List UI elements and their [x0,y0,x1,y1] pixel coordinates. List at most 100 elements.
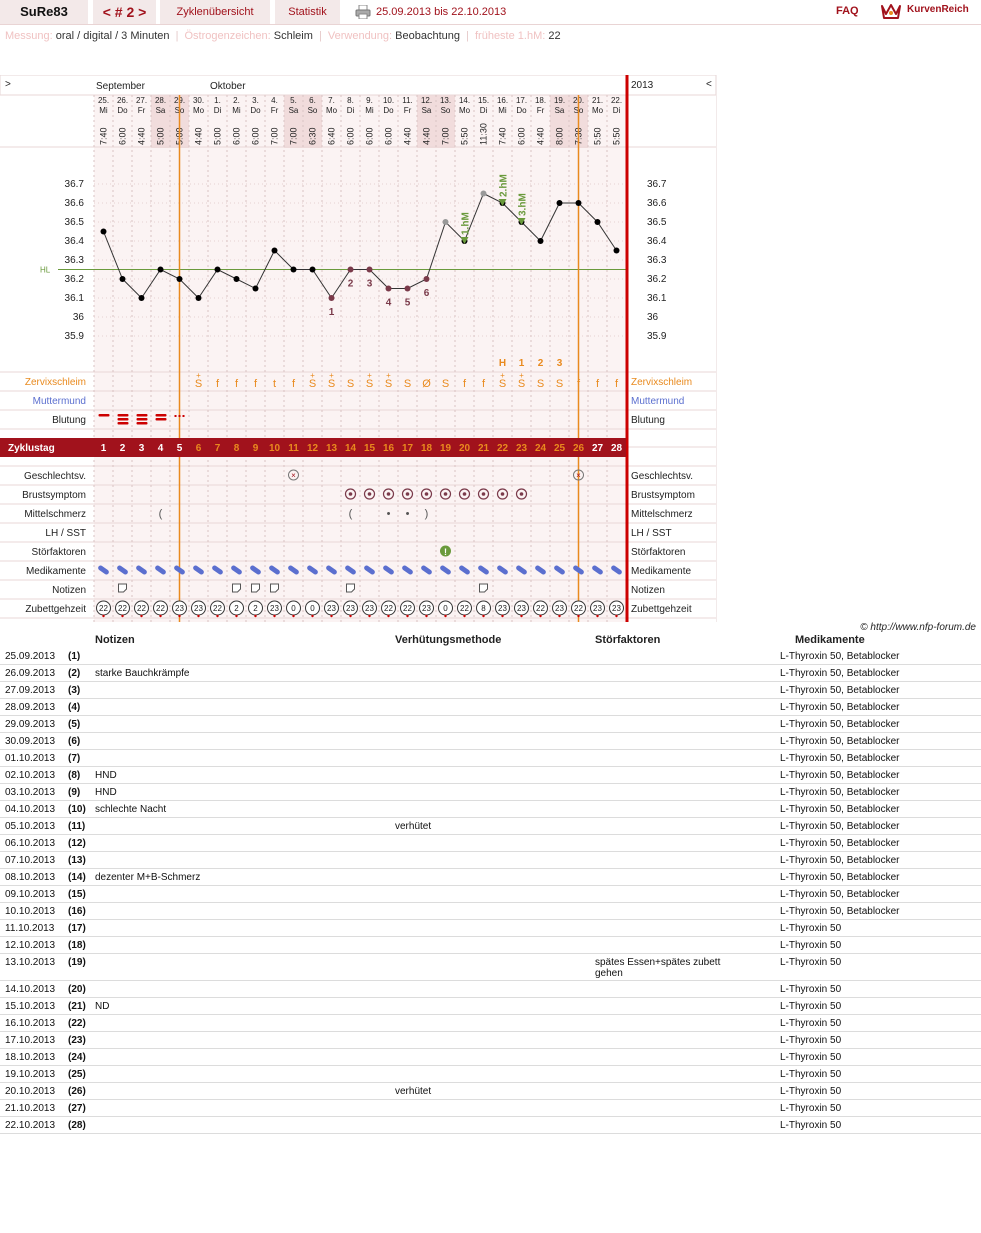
table-row: 26.09.2013 (2) starke Bauchkrämpfe L-Thyrox… [0,664,981,682]
row-date: 15.10.2013 [5,1001,56,1012]
day-date: 30. [193,96,204,105]
bleeding-spot [182,415,185,417]
row-number: (19) [68,957,86,968]
medication-pill-icon [307,565,318,575]
hm-label: früheste 1.hM: [474,30,546,42]
day-weekday: Mi [498,106,507,115]
note-icon [270,583,279,593]
day-weekday: Di [214,106,222,115]
cycle-day-number: 28 [611,443,623,454]
row-medication: L-Thyroxin 50 [780,1069,842,1080]
row-note: HND [95,787,117,798]
separator: | [318,30,322,42]
kurvenreich-logo[interactable]: KurvenReich [880,2,969,20]
cycle-day-number: 12 [307,443,319,454]
cycle-day-number: 5 [177,443,183,454]
row-label-left: Medikamente [26,566,86,577]
cycle-day-number: 4 [158,443,164,454]
row-number: (2) [68,668,81,679]
bedtime-marker [178,614,181,618]
day-date: 16. [497,96,508,105]
intercourse-x: × [576,471,581,480]
cycle-nav[interactable]: < # 2 > [93,0,156,24]
table-row: 19.10.2013 (25) L-Thyroxin 50 [0,1065,981,1083]
row-date: 21.10.2013 [5,1103,56,1114]
table-row: 03.10.2013 (9) HND L-Thyroxin 50, Betablock… [0,783,981,801]
weekend-column [417,95,436,148]
header-medikamente: Medikamente [795,634,865,646]
row-number: (4) [68,702,81,713]
tab-cycle-overview[interactable]: Zyklenübersicht [160,0,270,24]
cervix-plus: + [329,371,334,380]
day-date: 19. [554,96,565,105]
day-date: 8. [347,96,354,105]
cervix-symbol: f [482,378,486,390]
y-tick-right: 36 [647,312,659,323]
higher-label: 1.hM [461,212,472,235]
medication-pill-icon [231,565,242,575]
temperature-point [423,276,430,282]
temperature-point [594,219,601,225]
bleeding-mark [155,414,167,417]
cervix-plus: + [519,371,524,380]
printer-icon[interactable] [355,5,371,19]
cervix-symbol: f [463,378,467,390]
day-weekday: So [441,106,451,115]
day-weekday: Sa [156,106,166,115]
table-row: 01.10.2013 (7) L-Thyroxin 50, Betablocker [0,749,981,767]
row-date: 03.10.2013 [5,787,56,798]
bedtime-value: 23 [194,604,203,613]
bedtime-value: 22 [536,604,545,613]
day-date: 6. [309,96,316,105]
day-weekday: Do [117,106,128,115]
row-medication: L-Thyroxin 50, Betablocker [780,736,900,747]
y-tick-left: 36 [73,312,85,323]
table-row: 18.10.2013 (24) L-Thyroxin 50 [0,1048,981,1066]
weekend-column [550,95,569,148]
higher-marker [460,237,469,244]
cycle-day-number: 6 [196,443,202,454]
row-label-right: Muttermund [631,396,684,407]
medication-pill-icon [402,565,413,575]
medication-pill-icon [288,565,299,575]
medication-pill-icon [269,565,280,575]
medication-pill-icon [117,565,128,575]
y-tick-right: 36.3 [647,255,667,266]
breast-symptom-dot [462,492,467,496]
tab-statistics[interactable]: Statistik [275,0,340,24]
cycle-day-label: Zyklustag [8,443,55,454]
row-note: schlechte Nacht [95,804,167,815]
bedtime-value: 22 [574,604,583,613]
grid-background [94,95,626,622]
medication-pill-icon [212,565,223,575]
row-number: (8) [68,770,81,781]
breast-symptom-icon [363,488,376,500]
row-number: (16) [68,906,86,917]
row-number: (3) [68,685,81,696]
faq-link[interactable]: FAQ [836,5,859,17]
day-date: 17. [516,96,527,105]
intercourse-icon [573,469,584,481]
table-row: 09.10.2013 (15) L-Thyroxin 50, Betablocker [0,885,981,903]
medication-pill-icon [478,565,489,575]
row-number: (5) [68,719,81,730]
row-date: 10.10.2013 [5,906,56,917]
y-tick-left: 36.6 [65,198,85,209]
day-weekday: Do [383,106,394,115]
temperature-point [328,295,335,301]
breast-symptom-dot [424,492,429,496]
cycle-day-number: 8 [234,443,240,454]
day-date: 7. [328,96,335,105]
temperature-point [214,266,221,273]
separator: | [466,30,469,42]
temperature-point [119,276,126,282]
cycle-day-number: 18 [421,443,433,454]
cycle-day-number: 3 [139,443,145,454]
bedtime-marker [292,614,295,618]
breast-symptom-dot [443,492,448,496]
y-tick-right: 36.1 [647,293,667,304]
measure-time: 6:00 [365,127,375,145]
cycle-day-number: 17 [402,443,414,454]
row-date: 02.10.2013 [5,770,56,781]
temperature-point [385,285,392,292]
